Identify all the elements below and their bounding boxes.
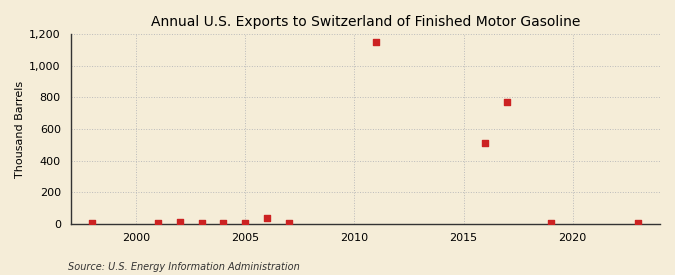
- Point: [174, 220, 185, 224]
- Point: [371, 40, 381, 45]
- Point: [153, 221, 163, 225]
- Point: [87, 221, 98, 226]
- Point: [284, 221, 294, 225]
- Point: [196, 221, 207, 225]
- Point: [262, 216, 273, 220]
- Point: [502, 100, 512, 104]
- Point: [218, 221, 229, 226]
- Point: [240, 221, 250, 226]
- Point: [480, 141, 491, 145]
- Text: Source: U.S. Energy Information Administration: Source: U.S. Energy Information Administ…: [68, 262, 299, 272]
- Title: Annual U.S. Exports to Switzerland of Finished Motor Gasoline: Annual U.S. Exports to Switzerland of Fi…: [151, 15, 580, 29]
- Point: [545, 221, 556, 225]
- Point: [632, 221, 643, 226]
- Y-axis label: Thousand Barrels: Thousand Barrels: [15, 81, 25, 178]
